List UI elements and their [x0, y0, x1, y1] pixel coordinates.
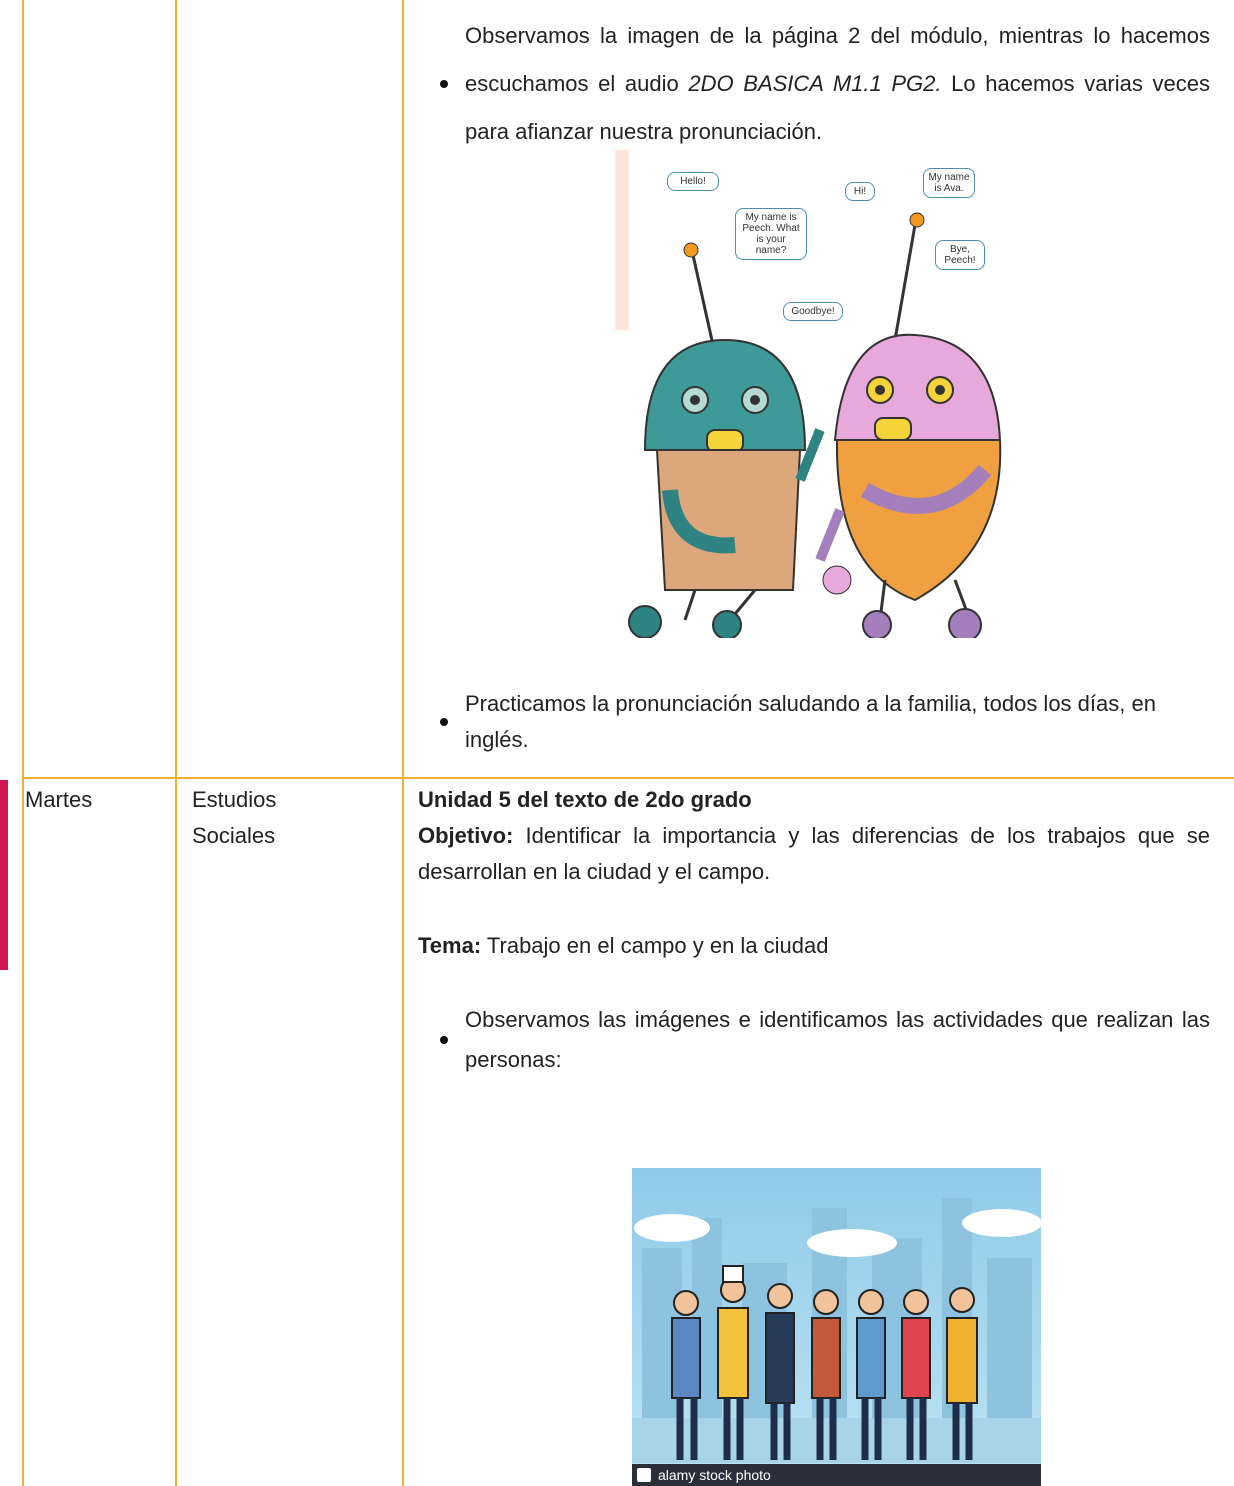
robots-illustration: Hello! Hi! My name is Ava. My name is Pe… — [615, 150, 1023, 638]
workers-photo: alamy stock photo — [632, 1168, 1041, 1486]
margin-marker — [0, 780, 8, 970]
label: Objetivo: — [418, 823, 514, 848]
speech-bubble: My name is Peech. What is your name? — [735, 208, 807, 260]
label: Tema: — [418, 933, 482, 958]
day: Martes — [25, 787, 93, 812]
watermark: alamy stock photo — [658, 1467, 771, 1483]
text: Observamos la imagen de la página 2 del … — [465, 23, 1210, 96]
text: Identificar la importancia y las diferen… — [418, 823, 1210, 884]
row-divider — [22, 777, 1234, 779]
topic: Tema: Trabajo en el campo y en la ciudad — [418, 928, 1210, 964]
speech-bubble: Hi! — [845, 182, 875, 201]
objective: Objetivo: Identificar la importancia y l… — [418, 818, 1210, 890]
table-border — [22, 0, 24, 1486]
bullet-text: Observamos la imagen de la página 2 del … — [440, 12, 1211, 156]
text: Trabajo en el campo y en la ciudad — [481, 933, 829, 958]
speech-bubble: Hello! — [667, 172, 719, 191]
table-border — [402, 0, 404, 1486]
speech-bubble: Bye, Peech! — [935, 240, 985, 270]
table-border — [175, 0, 177, 1486]
workers-drawing — [632, 1168, 1041, 1486]
speech-bubble: My name is Ava. — [923, 168, 975, 198]
bullet-text: Practicamos la pronunciación saludando a… — [440, 686, 1210, 758]
heading: Unidad 5 del texto de 2do grado — [418, 782, 1210, 818]
bullet-text: Observamos las imágenes e identificamos … — [440, 1000, 1210, 1080]
subject: Estudios Sociales — [192, 787, 277, 848]
text: Lo hacemos varias veces para afianzar nu… — [465, 71, 1211, 144]
speech-bubble: Goodbye! — [783, 302, 843, 321]
audio-name: 2DO BASICA M1.1 PG2. — [688, 71, 942, 96]
content: Unidad 5 del texto de 2do grado Objetivo… — [418, 782, 1210, 964]
robots-drawing — [615, 150, 1002, 638]
heading-text: Unidad 5 del texto de 2do grado — [418, 787, 752, 812]
